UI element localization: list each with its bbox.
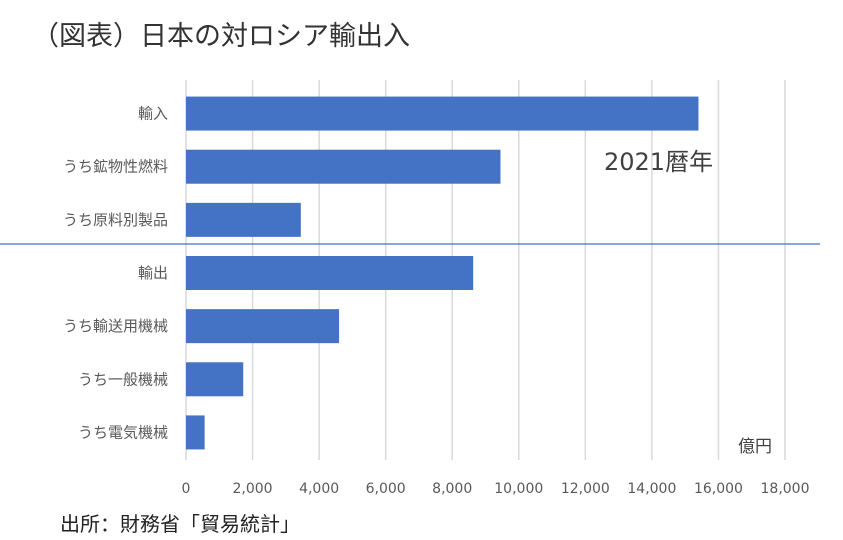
bar	[186, 415, 205, 450]
x-tick-label: 18,000	[761, 481, 810, 497]
x-tick-label: 4,000	[299, 481, 339, 497]
category-label: 輸出	[138, 264, 168, 282]
x-tick-label: 16,000	[694, 481, 743, 497]
category-label: うち鉱物性燃料	[63, 158, 168, 176]
x-tick-label: 6,000	[366, 481, 406, 497]
x-tick-label: 8,000	[432, 481, 472, 497]
source-note: 出所：財務省「貿易統計」	[60, 512, 300, 536]
bar	[186, 202, 301, 237]
chart-title: （図表）日本の対ロシア輸出入	[32, 21, 410, 52]
category-label: うち一般機械	[78, 370, 168, 388]
bar	[186, 96, 699, 131]
category-label: うち電気機械	[78, 423, 168, 441]
x-tick-label: 12,000	[561, 481, 610, 497]
x-tick-label: 2,000	[233, 481, 273, 497]
category-label: 輸入	[138, 105, 168, 123]
x-tick-label: 0	[182, 481, 191, 497]
bar	[186, 149, 501, 184]
bar	[186, 309, 340, 344]
category-label: うち輸送用機械	[63, 317, 168, 335]
x-tick-label: 14,000	[627, 481, 676, 497]
year-annotation: 2021暦年	[604, 148, 713, 176]
bar	[186, 362, 244, 397]
x-tick-label: 10,000	[494, 481, 543, 497]
category-label: うち原料別製品	[63, 211, 168, 229]
unit-label: 億円	[738, 437, 772, 457]
bar	[186, 256, 474, 290]
